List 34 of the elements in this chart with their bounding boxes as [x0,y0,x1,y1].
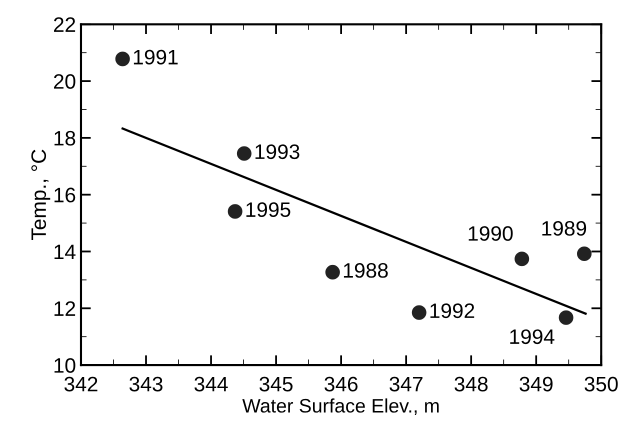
x-tick-label: 344 [194,376,228,392]
annotation: 1992 [430,303,474,318]
point [514,252,530,266]
y-tick-label: 20 [54,74,76,89]
annotation: 1988 [344,263,388,278]
x-tick-label: 343 [129,376,162,392]
annotation: 1993 [256,144,300,160]
annotation: 1990 [468,226,513,241]
x-tick-label: 348 [454,376,488,392]
y-tick-label: 22 [54,17,76,32]
annotation: 1995 [246,202,290,218]
point [325,264,340,280]
x-axis-title: Water Surface Elev., m [242,398,439,415]
y-tick-label: 10 [54,358,76,373]
y-axis-title: Temp., °C [31,150,50,240]
annotation: 1989 [542,220,586,236]
point [228,204,242,219]
y-tick-label: 14 [54,244,76,260]
y-tick-label: 16 [54,188,76,202]
x-tick-label: 349 [520,376,553,392]
y-tick-label: 12 [54,301,76,316]
x-tick-label: 347 [390,376,422,392]
point [115,52,130,66]
annotation: 1991 [134,50,178,65]
point [577,246,592,262]
point [412,305,426,320]
y-tick-label: 18 [54,130,76,146]
x-tick-label: 346 [324,376,358,392]
x-tick-label: 345 [259,376,293,392]
annotation: 1994 [510,329,554,344]
x-tick-label: 342 [64,376,98,392]
point [236,146,252,161]
point [558,310,574,325]
x-tick-label: 350 [584,376,618,392]
